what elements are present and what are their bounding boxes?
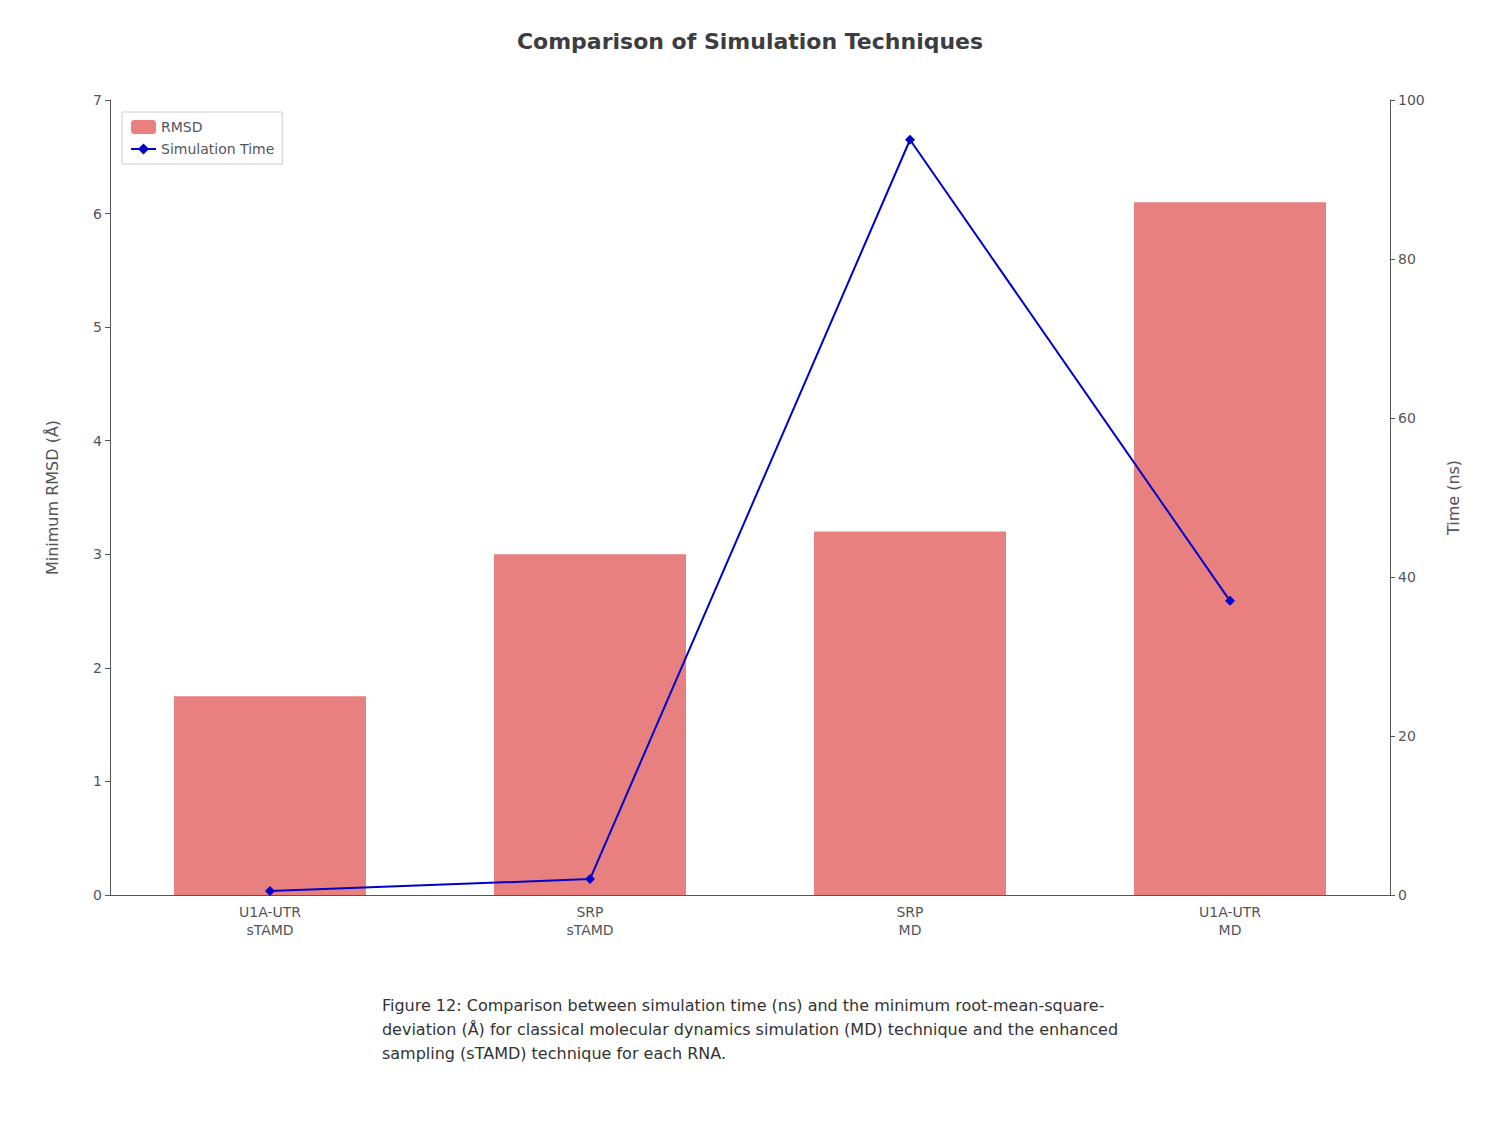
- svg-text:0: 0: [1398, 887, 1407, 903]
- svg-text:RMSD: RMSD: [161, 119, 202, 135]
- svg-text:sTAMD: sTAMD: [246, 922, 293, 938]
- svg-text:80: 80: [1398, 251, 1416, 267]
- svg-text:2: 2: [93, 660, 102, 676]
- svg-text:sampling (sTAMD) technique for: sampling (sTAMD) technique for each RNA.: [382, 1044, 726, 1063]
- svg-text:20: 20: [1398, 728, 1416, 744]
- svg-text:100: 100: [1398, 92, 1425, 108]
- svg-text:1: 1: [93, 773, 102, 789]
- svg-text:SRP: SRP: [576, 904, 603, 920]
- svg-text:5: 5: [93, 319, 102, 335]
- svg-text:0: 0: [93, 887, 102, 903]
- svg-text:MD: MD: [899, 922, 922, 938]
- svg-text:Comparison of Simulation Techn: Comparison of Simulation Techniques: [517, 29, 983, 54]
- svg-text:7: 7: [93, 92, 102, 108]
- svg-text:MD: MD: [1219, 922, 1242, 938]
- svg-text:60: 60: [1398, 410, 1416, 426]
- svg-text:40: 40: [1398, 569, 1416, 585]
- svg-text:Time (ns): Time (ns): [1444, 460, 1463, 536]
- svg-text:4: 4: [93, 433, 102, 449]
- svg-text:sTAMD: sTAMD: [566, 922, 613, 938]
- svg-text:U1A-UTR: U1A-UTR: [1199, 904, 1261, 920]
- svg-text:Simulation Time: Simulation Time: [161, 141, 274, 157]
- svg-text:3: 3: [93, 546, 102, 562]
- svg-text:deviation (Å) for classical mo: deviation (Å) for classical molecular dy…: [382, 1020, 1118, 1039]
- svg-text:SRP: SRP: [896, 904, 923, 920]
- svg-text:Minimum RMSD (Å): Minimum RMSD (Å): [43, 420, 62, 575]
- svg-text:Figure 12: Comparison between: Figure 12: Comparison between simulation…: [382, 996, 1105, 1015]
- svg-text:6: 6: [93, 206, 102, 222]
- svg-text:U1A-UTR: U1A-UTR: [239, 904, 301, 920]
